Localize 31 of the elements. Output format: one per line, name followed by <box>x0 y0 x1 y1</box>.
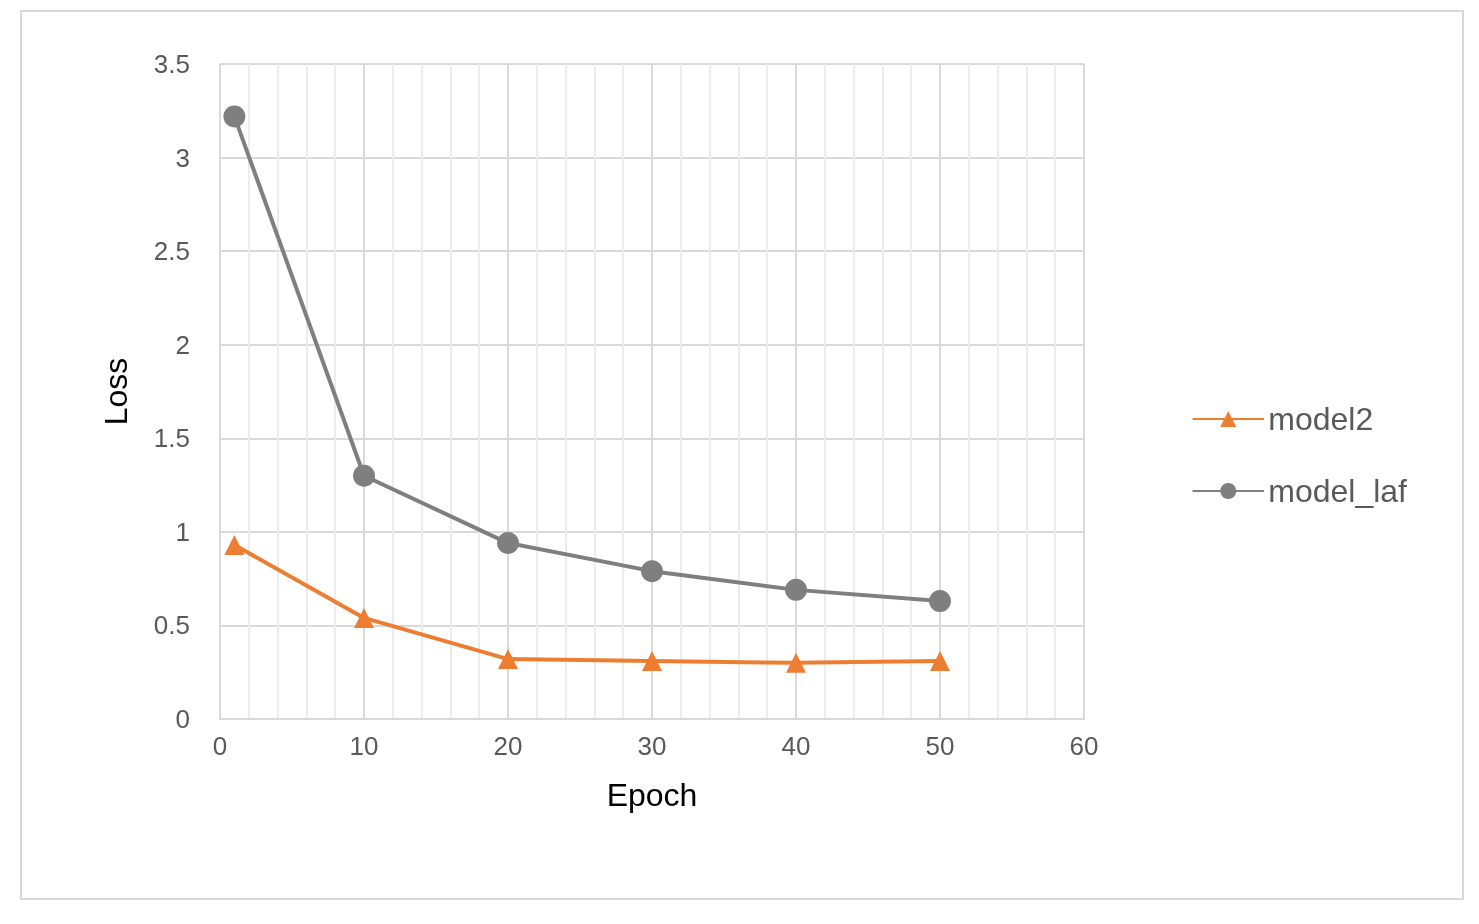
point <box>223 105 246 128</box>
y-tick-label: 2 <box>175 329 190 360</box>
legend-label: model_laf <box>1268 473 1408 509</box>
point <box>930 650 950 671</box>
x-tick-label: 30 <box>637 731 667 761</box>
point <box>785 578 807 601</box>
x-tick-label: 40 <box>781 731 811 761</box>
y-tick-label: 1 <box>175 516 190 547</box>
y-tick-label: 3.5 <box>153 49 190 79</box>
point <box>353 464 375 487</box>
x-tick-label: 10 <box>349 731 379 761</box>
x-tick-label: 0 <box>212 731 228 761</box>
y-tick-label: 3 <box>175 142 190 173</box>
x-tick-label: 20 <box>493 731 523 761</box>
point <box>642 650 662 671</box>
y-tick-label: 1.5 <box>153 423 190 454</box>
point <box>354 607 374 628</box>
legend-label: model2 <box>1268 401 1374 437</box>
point <box>497 532 519 555</box>
x-tick-label: 60 <box>1069 731 1099 761</box>
point <box>641 560 663 583</box>
y-tick-label: 2.5 <box>153 236 190 267</box>
point <box>224 534 245 555</box>
point <box>498 649 518 670</box>
x-axis-title: Epoch <box>606 777 698 813</box>
y-axis-title: Loss <box>98 357 134 426</box>
y-tick-label: 0 <box>175 704 190 734</box>
point <box>786 652 806 673</box>
point <box>929 590 951 613</box>
y-tick-label: 0.5 <box>153 610 190 641</box>
x-tick-label: 50 <box>925 731 955 761</box>
